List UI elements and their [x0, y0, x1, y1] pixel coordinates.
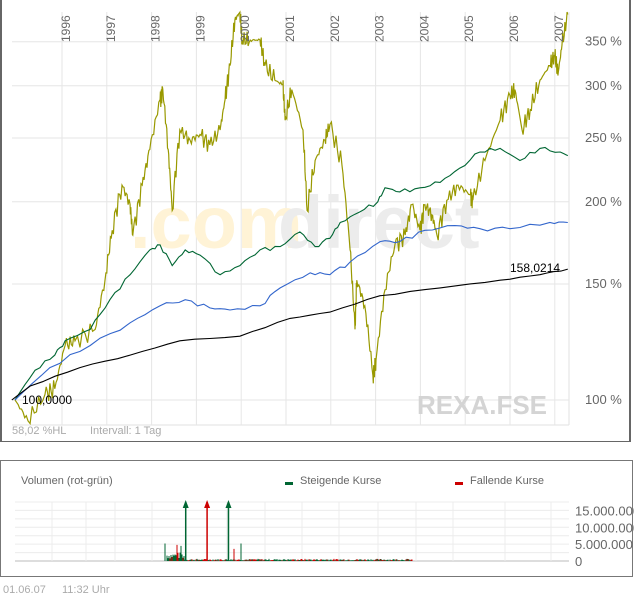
- x-tick-label: 1999: [193, 15, 207, 42]
- y-tick-label: 200 %: [585, 194, 622, 209]
- x-tick-label: 1997: [104, 15, 118, 42]
- interval-label: Intervall: 1 Tag: [90, 425, 162, 437]
- x-tick-label: 2003: [373, 15, 387, 42]
- x-tick-label: 2000: [238, 15, 252, 42]
- x-tick-label: 2004: [417, 15, 431, 42]
- clipped-arrow-icon: [225, 500, 232, 508]
- hl-label: 58,02 %HL: [12, 425, 67, 437]
- x-tick-label: 2006: [507, 15, 521, 42]
- watermark-direct: direct: [278, 181, 480, 264]
- x-tick-label: 1996: [59, 15, 73, 42]
- y-tick-label: 150 %: [585, 276, 622, 291]
- volume-y-tick-label: 5.000.000: [575, 537, 633, 552]
- legend-falling-label: Fallende Kurse: [470, 475, 544, 487]
- volume-y-tick-label: 15.000.000: [575, 503, 634, 518]
- series-line-blue: [14, 221, 568, 401]
- y-tick-label: 100 %: [585, 392, 622, 407]
- volume-y-tick-label: 0: [575, 554, 582, 569]
- volume-chart-frame: [0, 460, 633, 577]
- main-chart-frame: [0, 0, 631, 442]
- end-value-label: 158,0214: [510, 261, 560, 275]
- series-line-green: [14, 146, 569, 401]
- symbol-watermark: REXA.FSE: [417, 390, 547, 420]
- x-tick-label: 2007: [552, 15, 566, 42]
- y-tick-label: 250 %: [585, 130, 622, 145]
- series-line-olive: [14, 10, 569, 426]
- x-tick-label: 2001: [283, 15, 297, 42]
- watermark-com: .com: [130, 181, 303, 264]
- legend-rising-swatch: [285, 482, 293, 485]
- clipped-arrow-icon: [204, 500, 211, 508]
- y-tick-label: 300 %: [585, 78, 622, 93]
- volume-y-tick-label: 10.000.000: [575, 520, 634, 535]
- clipped-arrow-icon: [182, 500, 189, 508]
- x-tick-label: 1998: [149, 15, 163, 42]
- start-value-label: 100,0000: [22, 393, 72, 407]
- timestamp-time: 11:32 Uhr: [62, 584, 110, 596]
- timestamp-date: 01.06.07: [3, 584, 46, 596]
- series-line-rexa-fse: [11, 268, 568, 401]
- volume-title: Volumen (rot-grün): [21, 475, 113, 487]
- x-tick-label: 2002: [328, 15, 342, 42]
- y-tick-label: 350 %: [585, 34, 622, 49]
- x-tick-label: 2005: [462, 15, 476, 42]
- legend-falling-swatch: [455, 482, 463, 485]
- legend-rising-label: Steigende Kurse: [300, 475, 382, 487]
